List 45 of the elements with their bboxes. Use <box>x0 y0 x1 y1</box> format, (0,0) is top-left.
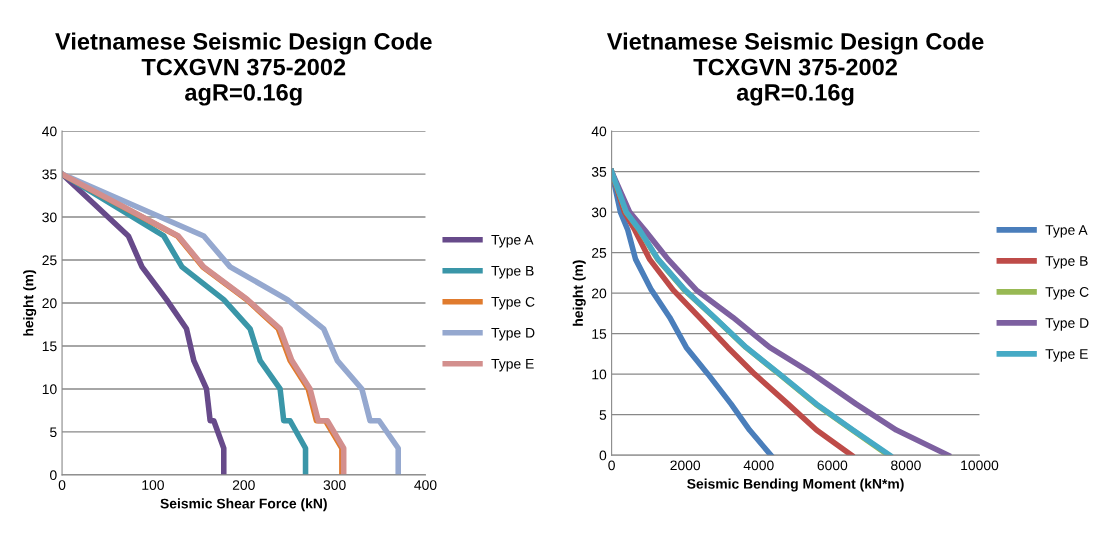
y-tick-label: 30 <box>42 212 57 223</box>
x-tick-label: 6000 <box>817 460 848 471</box>
x-tick-label: 100 <box>142 480 164 490</box>
x-tick-label: 400 <box>414 480 437 490</box>
y-tick-label: 5 <box>599 410 607 420</box>
y-tick-label: 30 <box>591 207 607 218</box>
legend-label: Type D <box>1045 318 1089 331</box>
x-tick-label: 0 <box>58 480 66 490</box>
y-axis-title: height (m) <box>23 270 37 336</box>
legend-label: Type E <box>491 359 534 372</box>
y-tick-label: 0 <box>50 470 57 481</box>
x-tick-label: 4000 <box>743 460 774 471</box>
chart-title: Vietnamese Seismic Design Code TCXGVN 375-2002 agR=0.16g <box>55 32 432 106</box>
x-tick-label: 0 <box>608 460 615 471</box>
legend-label: Type A <box>491 235 534 248</box>
y-tick-label: 5 <box>50 427 57 438</box>
x-tick-label: 10000 <box>961 460 999 471</box>
x-axis-title: Seismic Shear Force (kN) <box>160 498 327 512</box>
y-tick-label: 15 <box>592 329 607 339</box>
y-tick-label: 20 <box>42 298 57 309</box>
x-tick-label: 200 <box>232 480 255 490</box>
y-tick-label: 40 <box>591 126 607 137</box>
x-tick-label: 300 <box>323 480 346 490</box>
y-tick-label: 35 <box>42 169 57 180</box>
y-tick-label: 20 <box>592 288 607 299</box>
y-tick-label: 0 <box>599 450 607 461</box>
x-tick-label: 8000 <box>891 460 921 471</box>
legend-label: Type A <box>1045 225 1088 238</box>
legend-label: Type E <box>1045 349 1088 362</box>
y-tick-label: 10 <box>42 384 57 395</box>
y-tick-label: 25 <box>42 255 57 266</box>
legend-label: Type B <box>1045 256 1088 269</box>
y-tick-label: 40 <box>42 126 57 137</box>
y-axis-title: height (m) <box>572 260 586 326</box>
legend-label: Type D <box>491 328 535 341</box>
x-axis-title: Seismic Bending Moment (kN*m) <box>687 478 904 492</box>
y-tick-label: 15 <box>42 341 57 352</box>
legend-label: Type B <box>491 266 534 279</box>
legend-label: Type C <box>1045 287 1089 300</box>
y-tick-label: 25 <box>592 247 607 258</box>
chart-title: Vietnamese Seismic Design Code TCXGVN 375-2002 agR=0.16g <box>606 32 984 106</box>
y-tick-label: 10 <box>592 369 607 380</box>
x-tick-label: 2000 <box>670 460 701 471</box>
legend-label: Type C <box>491 296 535 310</box>
y-tick-label: 35 <box>591 166 607 177</box>
